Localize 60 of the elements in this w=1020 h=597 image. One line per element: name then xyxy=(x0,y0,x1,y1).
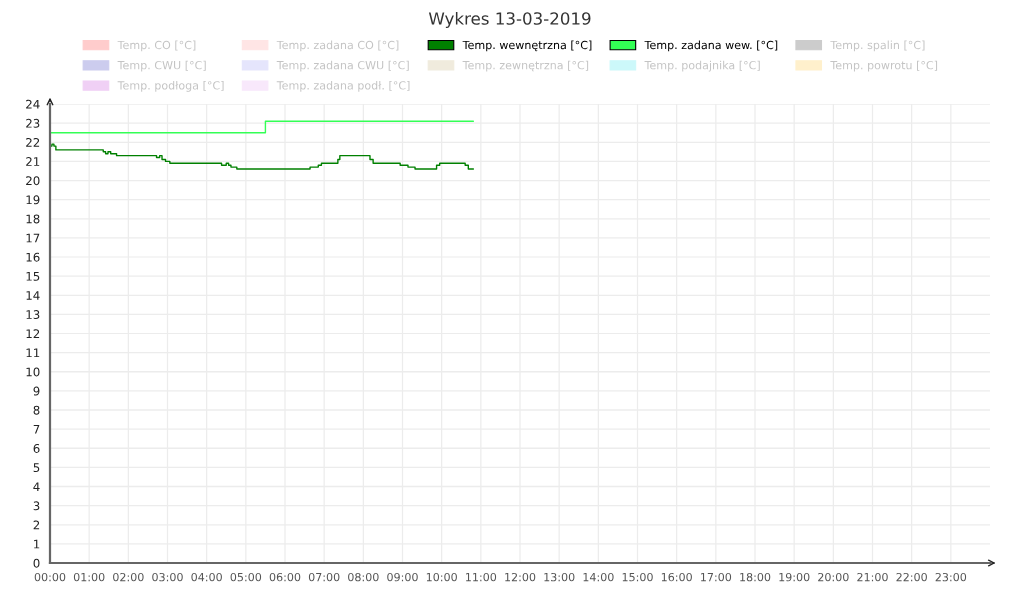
y-tick-label: 22 xyxy=(26,137,40,147)
x-tick-label: 09:00 xyxy=(387,572,418,582)
y-tick-label: 12 xyxy=(26,329,40,338)
x-tick-label: 12:00 xyxy=(505,572,536,582)
x-tick-label: 15:00 xyxy=(622,572,653,582)
y-tick-label: 9 xyxy=(33,386,40,396)
y-tick-label: 2 xyxy=(33,520,40,530)
legend-label: Temp. zadana wew. [°C] xyxy=(644,40,778,52)
y-tick-label: 11 xyxy=(26,348,40,358)
y-tick-label: 0 xyxy=(33,558,40,568)
y-tick-label: 18 xyxy=(26,214,40,224)
chart-title: Wykres 13-03-2019 xyxy=(428,11,591,29)
x-tick-label: 22:00 xyxy=(896,572,927,582)
y-tick-label: 7 xyxy=(33,425,40,434)
y-tick-label: 16 xyxy=(26,252,40,262)
x-tick-label: 14:00 xyxy=(583,572,614,582)
y-tick-label: 19 xyxy=(26,195,40,205)
y-tick-label: 3 xyxy=(33,501,40,511)
legend-label: Temp. zadana CO [°C] xyxy=(276,40,399,52)
y-tick-label: 14 xyxy=(26,291,40,300)
x-tick-label: 13:00 xyxy=(544,572,575,582)
x-tick-label: 16:00 xyxy=(661,572,692,582)
x-tick-label: 03:00 xyxy=(152,572,183,582)
y-tick-label: 5 xyxy=(33,463,40,473)
x-tick-label: 23:00 xyxy=(935,572,967,582)
legend-label: Temp. podajnika [°C] xyxy=(644,60,760,72)
y-tick-label: 8 xyxy=(33,405,40,415)
x-tick-label: 05:00 xyxy=(230,572,262,582)
x-tick-label: 19:00 xyxy=(779,572,810,582)
y-tick-label: 24 xyxy=(26,99,40,109)
x-tick-label: 08:00 xyxy=(348,572,379,582)
y-tick-label: 21 xyxy=(26,157,40,166)
legend-label: Temp. zadana podł. [°C] xyxy=(276,80,410,92)
legend-label: Temp. zewnętrzna [°C] xyxy=(462,60,589,72)
x-tick-label: 07:00 xyxy=(308,572,340,582)
y-tick-label: 4 xyxy=(33,482,40,491)
legend-label: Temp. zadana CWU [°C] xyxy=(276,60,409,72)
y-tick-label: 1 xyxy=(34,539,40,549)
x-tick-label: 17:00 xyxy=(701,572,732,582)
legend-label: Temp. powrotu [°C] xyxy=(830,60,938,72)
y-tick-label: 6 xyxy=(33,443,40,453)
legend-label: Temp. spalin [°C] xyxy=(830,40,925,52)
y-tick-label: 15 xyxy=(26,272,40,281)
legend-label: Temp. wewnętrzna [°C] xyxy=(462,40,592,52)
y-tick-label: 13 xyxy=(26,310,40,320)
x-tick-label: 11:00 xyxy=(466,572,497,582)
x-tick-label: 02:00 xyxy=(113,572,144,582)
x-tick-label: 10:00 xyxy=(426,572,457,582)
x-tick-label: 01:00 xyxy=(73,572,105,582)
y-tick-label: 20 xyxy=(26,176,40,186)
x-tick-label: 20:00 xyxy=(818,572,849,582)
x-tick-label: 00:00 xyxy=(34,572,66,582)
y-tick-label: 17 xyxy=(26,233,40,243)
x-tick-label: 04:00 xyxy=(191,572,222,582)
y-tick-label: 23 xyxy=(26,118,40,128)
x-tick-label: 06:00 xyxy=(269,572,301,582)
x-tick-label: 21:00 xyxy=(857,572,888,582)
y-tick-label: 10 xyxy=(26,367,40,377)
legend-label: Temp. CWU [°C] xyxy=(117,60,206,72)
x-tick-label: 18:00 xyxy=(740,572,771,582)
